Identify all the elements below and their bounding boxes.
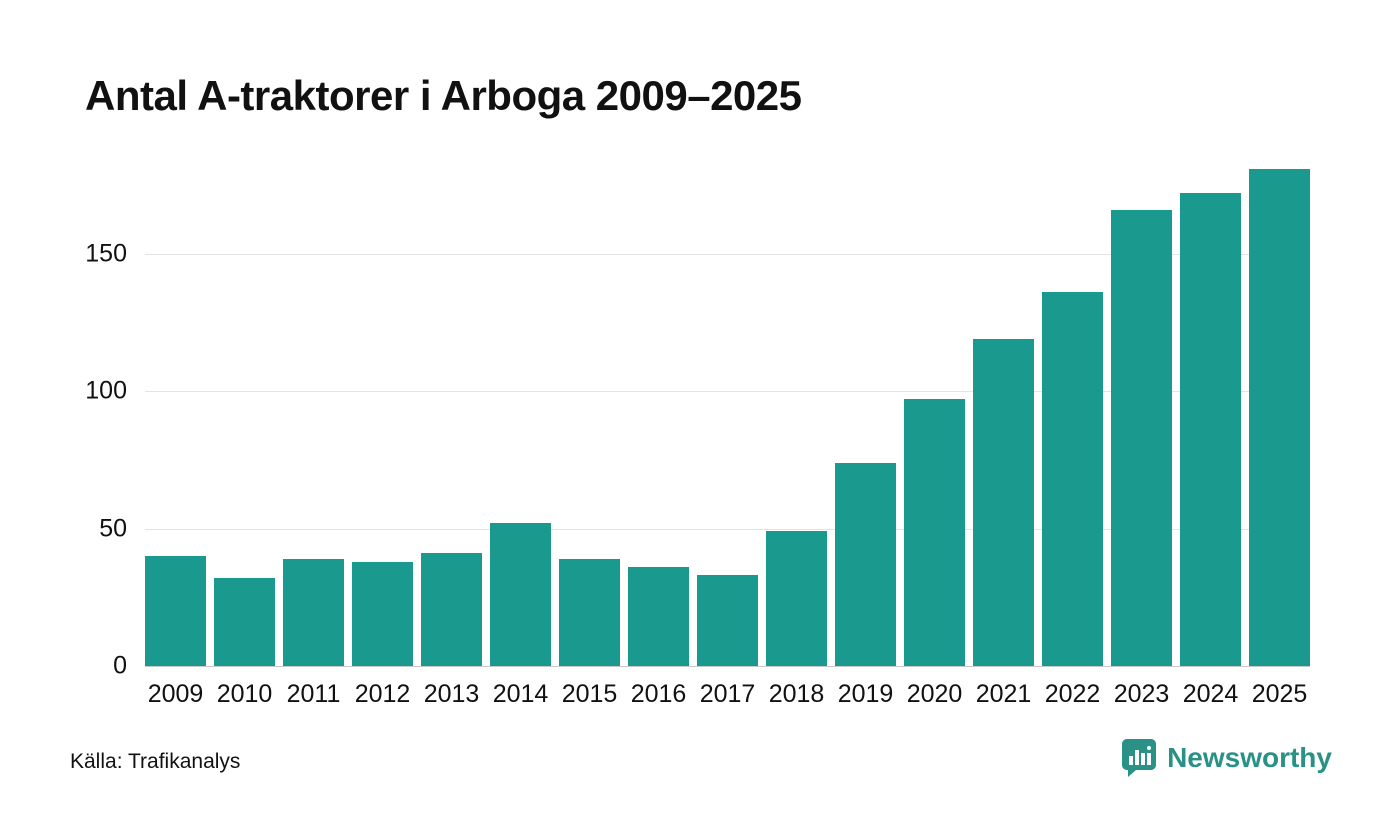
- gridline-0: 0: [113, 652, 1310, 680]
- bar-2014: [490, 523, 551, 666]
- bar-2012: [352, 561, 413, 666]
- x-tick-label-2016: 2016: [630, 680, 687, 708]
- x-tick-label-2014: 2014: [492, 680, 549, 708]
- source-note: Källa: Trafikanalys: [70, 750, 241, 773]
- brand-logo: Newsworthy: [1121, 738, 1332, 778]
- gridline-100: 100: [85, 377, 1310, 405]
- bar-2024: [1180, 193, 1241, 666]
- bar-2021: [973, 338, 1034, 666]
- x-tick-label-2025: 2025: [1251, 680, 1308, 708]
- bar-2009: [145, 556, 206, 666]
- x-tick-label-2012: 2012: [354, 680, 411, 708]
- x-tick-label-2009: 2009: [147, 680, 204, 708]
- y-tick-label-150: 150: [85, 239, 127, 268]
- y-tick-label-0: 0: [113, 651, 127, 680]
- y-tick-label-50: 50: [99, 514, 127, 543]
- x-tick-label-2013: 2013: [423, 680, 480, 708]
- bar-2017: [697, 575, 758, 666]
- bar-2018: [766, 531, 827, 666]
- x-tick-label-2023: 2023: [1113, 680, 1170, 708]
- bar-2019: [835, 462, 896, 666]
- x-tick-label-2020: 2020: [906, 680, 963, 708]
- bar-2020: [904, 399, 965, 666]
- x-tick-label-2018: 2018: [768, 680, 825, 708]
- gridline-150: 150: [85, 239, 1310, 267]
- bar-2013: [421, 553, 482, 666]
- bar-2010: [214, 578, 275, 666]
- bar-2022: [1042, 292, 1103, 666]
- bar-2015: [559, 558, 620, 666]
- brand-name: Newsworthy: [1167, 742, 1332, 773]
- newsworthy-chart-bubble-icon: [1121, 738, 1157, 778]
- x-tick-label-2022: 2022: [1044, 680, 1101, 708]
- gridline-50: 50: [99, 514, 1310, 542]
- x-tick-label-2015: 2015: [561, 680, 618, 708]
- x-tick-label-2021: 2021: [975, 680, 1032, 708]
- bar-2016: [628, 567, 689, 666]
- x-tick-label-2017: 2017: [699, 680, 756, 708]
- bars: [145, 163, 1310, 666]
- chart-title: Antal A-traktorer i Arboga 2009–2025: [85, 72, 802, 119]
- y-tick-label-100: 100: [85, 376, 127, 405]
- bar-2025: [1249, 168, 1310, 666]
- bar-2011: [283, 558, 344, 666]
- x-axis-labels: 2009 2010 2011 2012 2013 2014 2015 2016 2017 2018…: [145, 680, 1310, 709]
- bar-2023: [1111, 209, 1172, 666]
- plot-area: 0 50 100 150: [85, 163, 1310, 680]
- x-tick-label-2024: 2024: [1182, 680, 1239, 708]
- x-tick-label-2011: 2011: [286, 680, 341, 708]
- x-tick-label-2010: 2010: [216, 680, 273, 708]
- x-tick-label-2019: 2019: [837, 680, 894, 708]
